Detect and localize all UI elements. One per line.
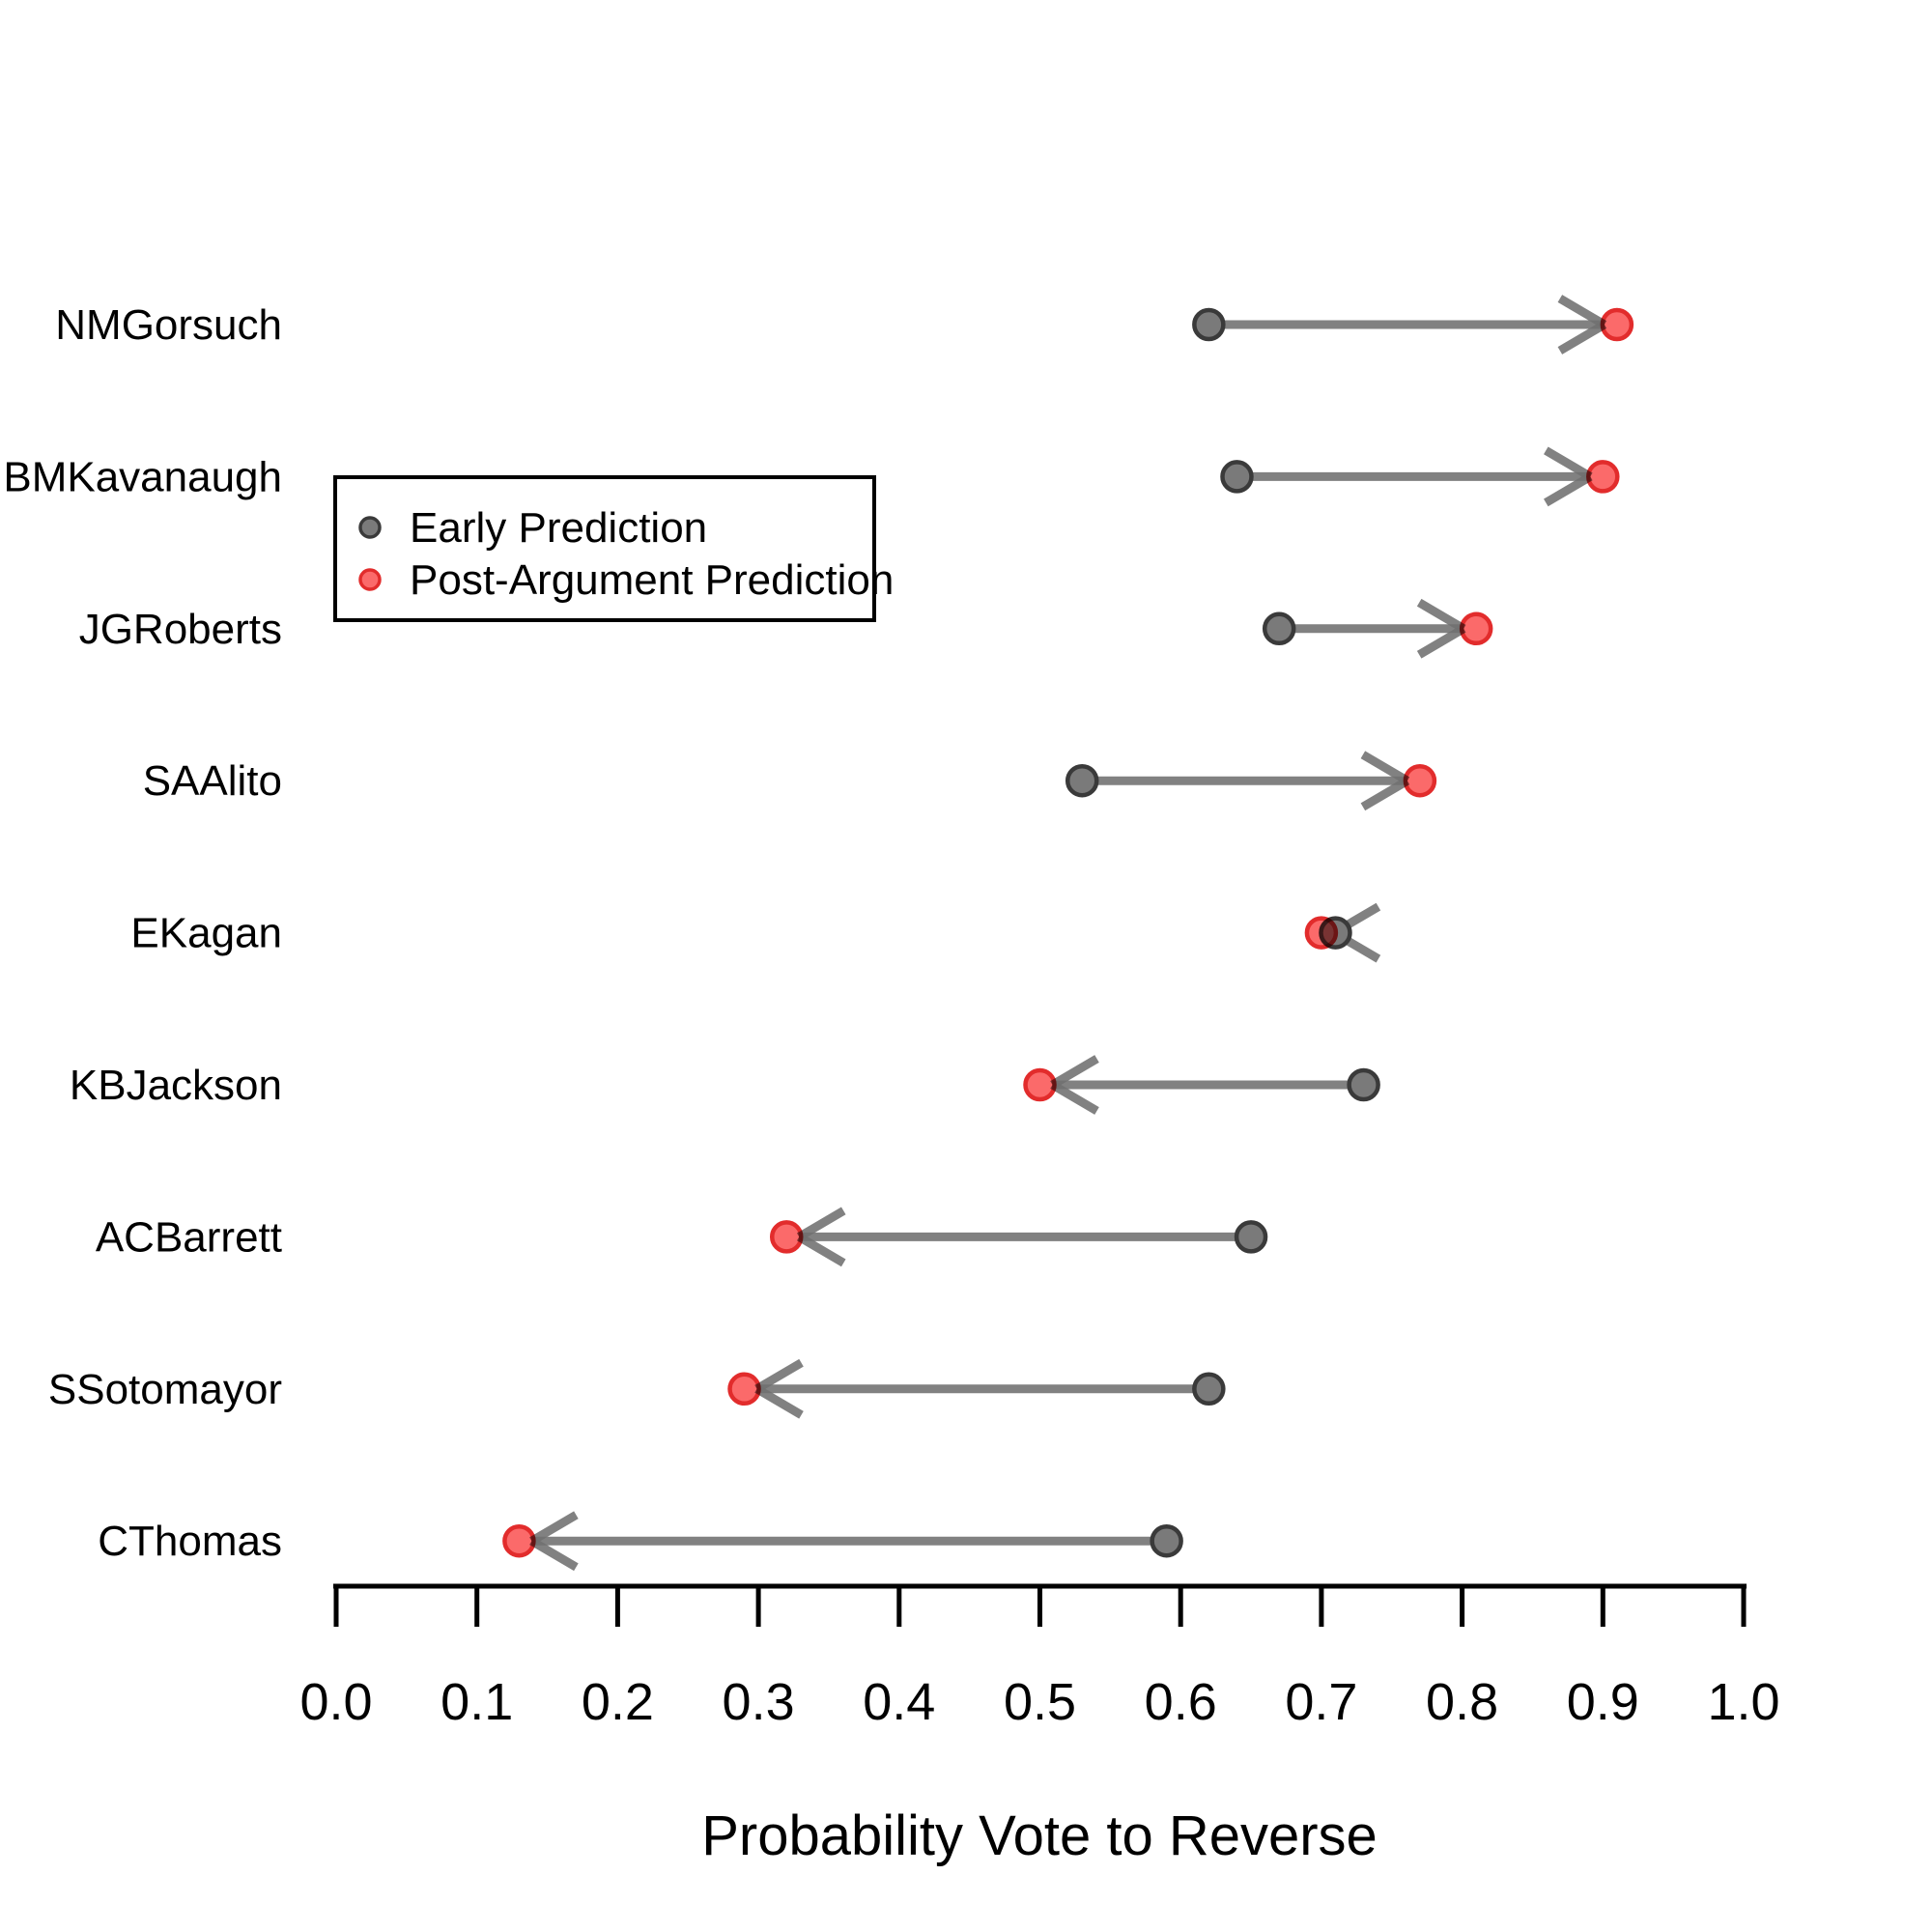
legend-early-label: Early Prediction [410, 504, 707, 552]
early-prediction-dot [1192, 1372, 1226, 1406]
post-argument-prediction-dot [502, 1523, 536, 1558]
x-axis-tick-label: 0.2 [582, 1673, 654, 1731]
row-ssotomayor: SSotomayor [48, 1358, 1226, 1419]
row-saalito: SAAlito [143, 751, 1437, 811]
post-argument-prediction-dot [1459, 611, 1493, 646]
x-axis-tick-label: 0.4 [863, 1673, 935, 1731]
row-label: SAAlito [143, 757, 282, 805]
x-axis-tick-label: 0.0 [299, 1673, 372, 1731]
trend-arrow-head [1050, 1055, 1099, 1089]
early-prediction-dot [1262, 611, 1296, 646]
trend-arrow-head [1557, 295, 1607, 328]
trend-arrow-head [1416, 598, 1466, 633]
x-axis-tick-label: 0.9 [1567, 1673, 1639, 1731]
trend-arrow-head [754, 1358, 804, 1393]
trend-arrow-head [1360, 777, 1410, 811]
x-axis-tick-label: 0.7 [1285, 1673, 1357, 1731]
x-axis-tick-label: 0.3 [723, 1673, 795, 1731]
trend-arrow-head [529, 1511, 579, 1546]
row-label: NMGorsuch [55, 301, 282, 349]
trend-arrow-head [529, 1537, 579, 1572]
early-prediction-dot [1347, 1067, 1380, 1102]
trend-arrow-head [1544, 472, 1593, 507]
x-axis-tick-label: 1.0 [1707, 1673, 1779, 1731]
trend-arrow-head [1360, 751, 1410, 785]
x-axis-title: Probability Vote to Reverse [701, 1804, 1378, 1867]
post-argument-prediction-dot [727, 1372, 761, 1406]
row-label: ACBarrett [96, 1213, 282, 1261]
x-axis-tick-label: 0.5 [1004, 1673, 1076, 1731]
row-label: KBJackson [70, 1062, 282, 1109]
trend-arrow-head [754, 1384, 804, 1419]
x-axis-tick-label: 0.6 [1145, 1673, 1217, 1731]
post-argument-prediction-dot [1023, 1067, 1057, 1102]
row-label: EKagan [130, 910, 282, 957]
legend-post-label: Post-Argument Prediction [410, 556, 894, 604]
trend-arrow-head [1544, 446, 1593, 481]
row-label: SSotomayor [48, 1366, 282, 1413]
plot-area: NMGorsuch BMKavanaugh JGRoberts SAAlito EKag… [3, 295, 1634, 1572]
post-argument-prediction-dot [1600, 307, 1634, 342]
early-prediction-dot [1220, 460, 1254, 494]
row-label: CThomas [98, 1518, 282, 1565]
legend-box [333, 475, 876, 622]
trend-arrow-head [1557, 321, 1607, 355]
early-prediction-dot [1234, 1220, 1268, 1254]
trend-arrow-head [1050, 1081, 1099, 1115]
legend-early-dot-icon [358, 516, 382, 539]
trend-arrow-head [1416, 624, 1466, 659]
row-jgroberts: JGRoberts [79, 598, 1493, 659]
x-axis-tick-label: 0.1 [440, 1673, 513, 1731]
row-bmkavanaugh: BMKavanaugh [3, 446, 1620, 507]
trend-arrow-head [796, 1207, 846, 1241]
post-argument-prediction-dot [1586, 460, 1620, 494]
x-axis: 0.0 0.1 0.2 0.3 0.4 0.5 0.6 0.7 0.8 0.9 1.0 [299, 1583, 1780, 1731]
post-argument-prediction-dot [1304, 916, 1339, 950]
row-kbjackson: KBJackson [70, 1055, 1380, 1115]
x-axis-tick-label: 0.8 [1426, 1673, 1498, 1731]
row-ekagan: EKagan [130, 902, 1381, 963]
early-prediction-dot [1192, 307, 1226, 342]
post-argument-prediction-dot [769, 1220, 804, 1254]
legend: Early Prediction Post-Argument Predictio… [333, 475, 894, 622]
post-argument-prediction-dot [1403, 763, 1437, 798]
row-acbarrett: ACBarrett [96, 1207, 1268, 1267]
early-prediction-dot [1065, 763, 1099, 798]
row-nmgorsuch: NMGorsuch [55, 295, 1634, 355]
row-cthomas: CThomas [98, 1511, 1183, 1572]
row-label: JGRoberts [79, 606, 282, 653]
trend-arrow-head [796, 1233, 846, 1267]
row-label: BMKavanaugh [3, 453, 282, 500]
early-prediction-dot [1150, 1523, 1183, 1558]
legend-post-dot-icon [358, 568, 382, 591]
